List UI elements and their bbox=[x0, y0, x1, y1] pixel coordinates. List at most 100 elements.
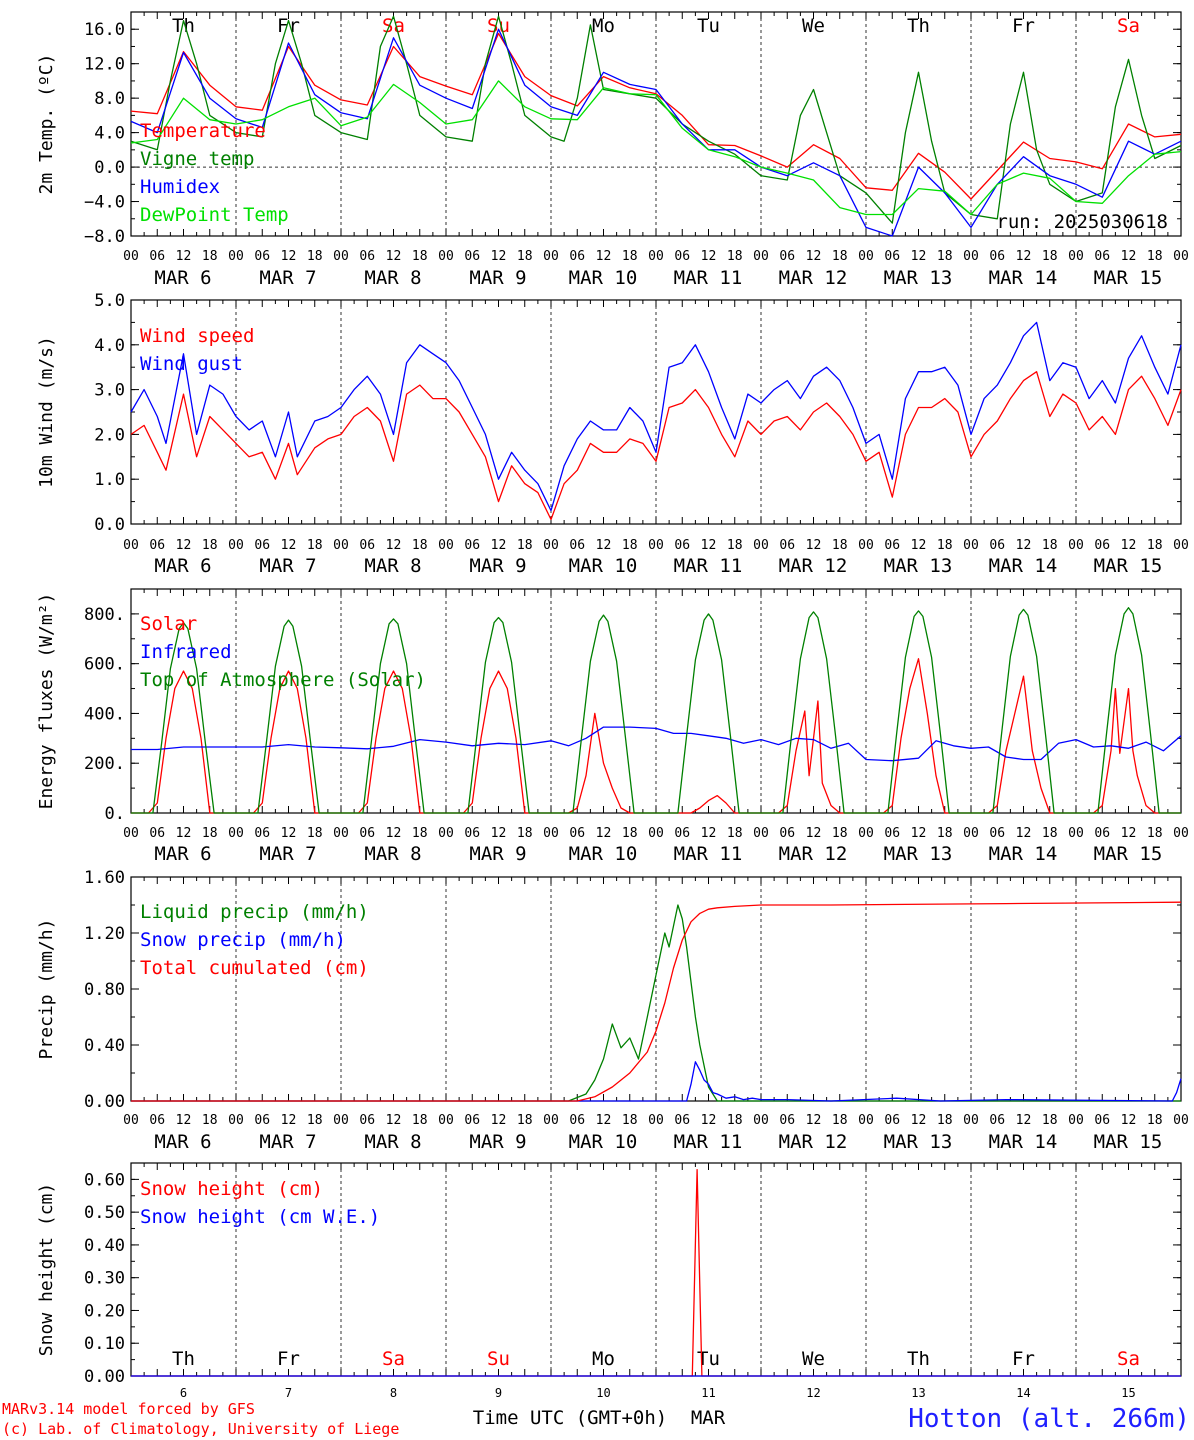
day-number-label: 10 bbox=[596, 1386, 610, 1400]
y-tick-label: 800. bbox=[84, 605, 125, 625]
hour-label: 12 bbox=[386, 826, 402, 841]
weekday-label: We bbox=[802, 1348, 825, 1370]
hour-label: 12 bbox=[1016, 538, 1032, 553]
hour-label: 06 bbox=[569, 538, 585, 553]
y-tick-label: 0.40 bbox=[84, 1236, 125, 1256]
date-label: MAR 14 bbox=[989, 843, 1058, 865]
hour-label: 06 bbox=[1094, 538, 1110, 553]
hour-label: 12 bbox=[701, 1113, 717, 1128]
legend-entry: Snow height (cm) bbox=[140, 1178, 323, 1200]
weekday-label: Sa bbox=[382, 1348, 405, 1370]
date-label: MAR 10 bbox=[569, 555, 638, 577]
hour-label: 00 bbox=[228, 1113, 244, 1128]
hour-label: 18 bbox=[622, 538, 638, 553]
hour-label: 06 bbox=[989, 1113, 1005, 1128]
y-axis-label: Energy fluxes (W/m²) bbox=[36, 593, 57, 810]
date-label: MAR 7 bbox=[259, 267, 316, 289]
hour-label: 18 bbox=[202, 826, 218, 841]
legend-entry: Vigne temp bbox=[140, 148, 254, 170]
hour-label: 12 bbox=[1121, 538, 1137, 553]
hour-label: 00 bbox=[543, 538, 559, 553]
hour-label: 18 bbox=[832, 1113, 848, 1128]
hour-label: 12 bbox=[491, 538, 507, 553]
y-tick-label: −8.0 bbox=[84, 227, 125, 247]
hour-label: 12 bbox=[806, 1113, 822, 1128]
hour-label: 18 bbox=[412, 1113, 428, 1128]
hour-label: 18 bbox=[412, 826, 428, 841]
legend-entry: Snow precip (mm/h) bbox=[140, 929, 346, 951]
date-label: MAR 11 bbox=[674, 843, 743, 865]
series-line-snow-precip-mm-h- bbox=[131, 1061, 1182, 1102]
hour-label: 06 bbox=[359, 1113, 375, 1128]
hour-label: 18 bbox=[937, 538, 953, 553]
hour-label: 12 bbox=[386, 538, 402, 553]
hour-label: 00 bbox=[228, 826, 244, 841]
y-tick-label: 5.0 bbox=[94, 291, 125, 311]
date-label: MAR 8 bbox=[364, 1131, 421, 1153]
date-label: MAR 8 bbox=[364, 555, 421, 577]
weekday-label: Sa bbox=[1117, 1348, 1140, 1370]
hour-label: 00 bbox=[963, 249, 979, 264]
legend-entry: Liquid precip (mm/h) bbox=[140, 901, 369, 923]
panel-1: 16.0 12.0 8.0 4.0 0.0 −4.0 −8.0 2m Temp. (ºC) 00… bbox=[36, 11, 1189, 289]
hour-label: 00 bbox=[438, 1113, 454, 1128]
legend-entry: Solar bbox=[140, 613, 197, 635]
hour-label: 06 bbox=[674, 826, 690, 841]
hour-label: 00 bbox=[228, 249, 244, 264]
hour-label: 00 bbox=[648, 826, 664, 841]
hour-label: 12 bbox=[701, 249, 717, 264]
panel-4: 1.60 1.20 0.80 0.40 0.00 Precip (mm/h) 00 06 12 1… bbox=[36, 868, 1189, 1153]
hour-label: 12 bbox=[911, 249, 927, 264]
weekday-label: Fr bbox=[1012, 1348, 1035, 1370]
hour-label: 06 bbox=[1094, 826, 1110, 841]
hour-label: 00 bbox=[1173, 826, 1189, 841]
y-tick-label: 0.0 bbox=[94, 158, 125, 178]
hour-label: 00 bbox=[963, 1113, 979, 1128]
hour-label: 00 bbox=[123, 538, 139, 553]
hour-label: 12 bbox=[1121, 1113, 1137, 1128]
date-label: MAR 15 bbox=[1094, 1131, 1163, 1153]
date-label: MAR 14 bbox=[989, 267, 1058, 289]
y-axis-label: Precip (mm/h) bbox=[36, 919, 57, 1060]
hour-label: 12 bbox=[176, 249, 192, 264]
hour-label: 18 bbox=[1042, 1113, 1058, 1128]
legend-entry: Snow height (cm W.E.) bbox=[140, 1206, 380, 1228]
y-tick-label: 0.40 bbox=[84, 1036, 125, 1056]
weekday-label: We bbox=[802, 15, 825, 37]
panel-2: 5.0 4.0 3.0 2.0 1.0 0.0 10m Wind (m/s) 00 06 12 18… bbox=[36, 291, 1189, 577]
hour-label: 18 bbox=[622, 249, 638, 264]
weekday-label: Mo bbox=[592, 15, 615, 37]
hour-label: 06 bbox=[149, 538, 165, 553]
date-label: MAR 9 bbox=[469, 843, 526, 865]
hour-label: 12 bbox=[491, 1113, 507, 1128]
legend-entry: Humidex bbox=[140, 176, 220, 198]
hour-label: 00 bbox=[438, 826, 454, 841]
hour-label: 06 bbox=[149, 1113, 165, 1128]
date-label: MAR 6 bbox=[154, 267, 211, 289]
hour-label: 18 bbox=[937, 249, 953, 264]
hour-label: 18 bbox=[937, 826, 953, 841]
date-label: MAR 9 bbox=[469, 555, 526, 577]
hour-label: 12 bbox=[281, 538, 297, 553]
date-label: MAR 11 bbox=[674, 267, 743, 289]
y-tick-label: 0.30 bbox=[84, 1269, 125, 1289]
hour-label: 06 bbox=[989, 249, 1005, 264]
hour-label: 12 bbox=[1121, 249, 1137, 264]
hour-label: 00 bbox=[123, 249, 139, 264]
hour-label: 06 bbox=[254, 538, 270, 553]
hour-label: 06 bbox=[884, 538, 900, 553]
hour-label: 18 bbox=[727, 1113, 743, 1128]
time-axis-label: Time UTC (GMT+0h) bbox=[473, 1407, 667, 1429]
y-tick-label: 400. bbox=[84, 704, 125, 724]
hour-label: 00 bbox=[963, 826, 979, 841]
y-tick-label: 600. bbox=[84, 655, 125, 675]
hour-label: 18 bbox=[517, 826, 533, 841]
hour-label: 18 bbox=[727, 249, 743, 264]
hour-label: 18 bbox=[1042, 538, 1058, 553]
hour-label: 00 bbox=[858, 538, 874, 553]
hour-label: 12 bbox=[596, 538, 612, 553]
hour-label: 00 bbox=[543, 826, 559, 841]
hour-label: 18 bbox=[517, 1113, 533, 1128]
hour-label: 00 bbox=[438, 249, 454, 264]
